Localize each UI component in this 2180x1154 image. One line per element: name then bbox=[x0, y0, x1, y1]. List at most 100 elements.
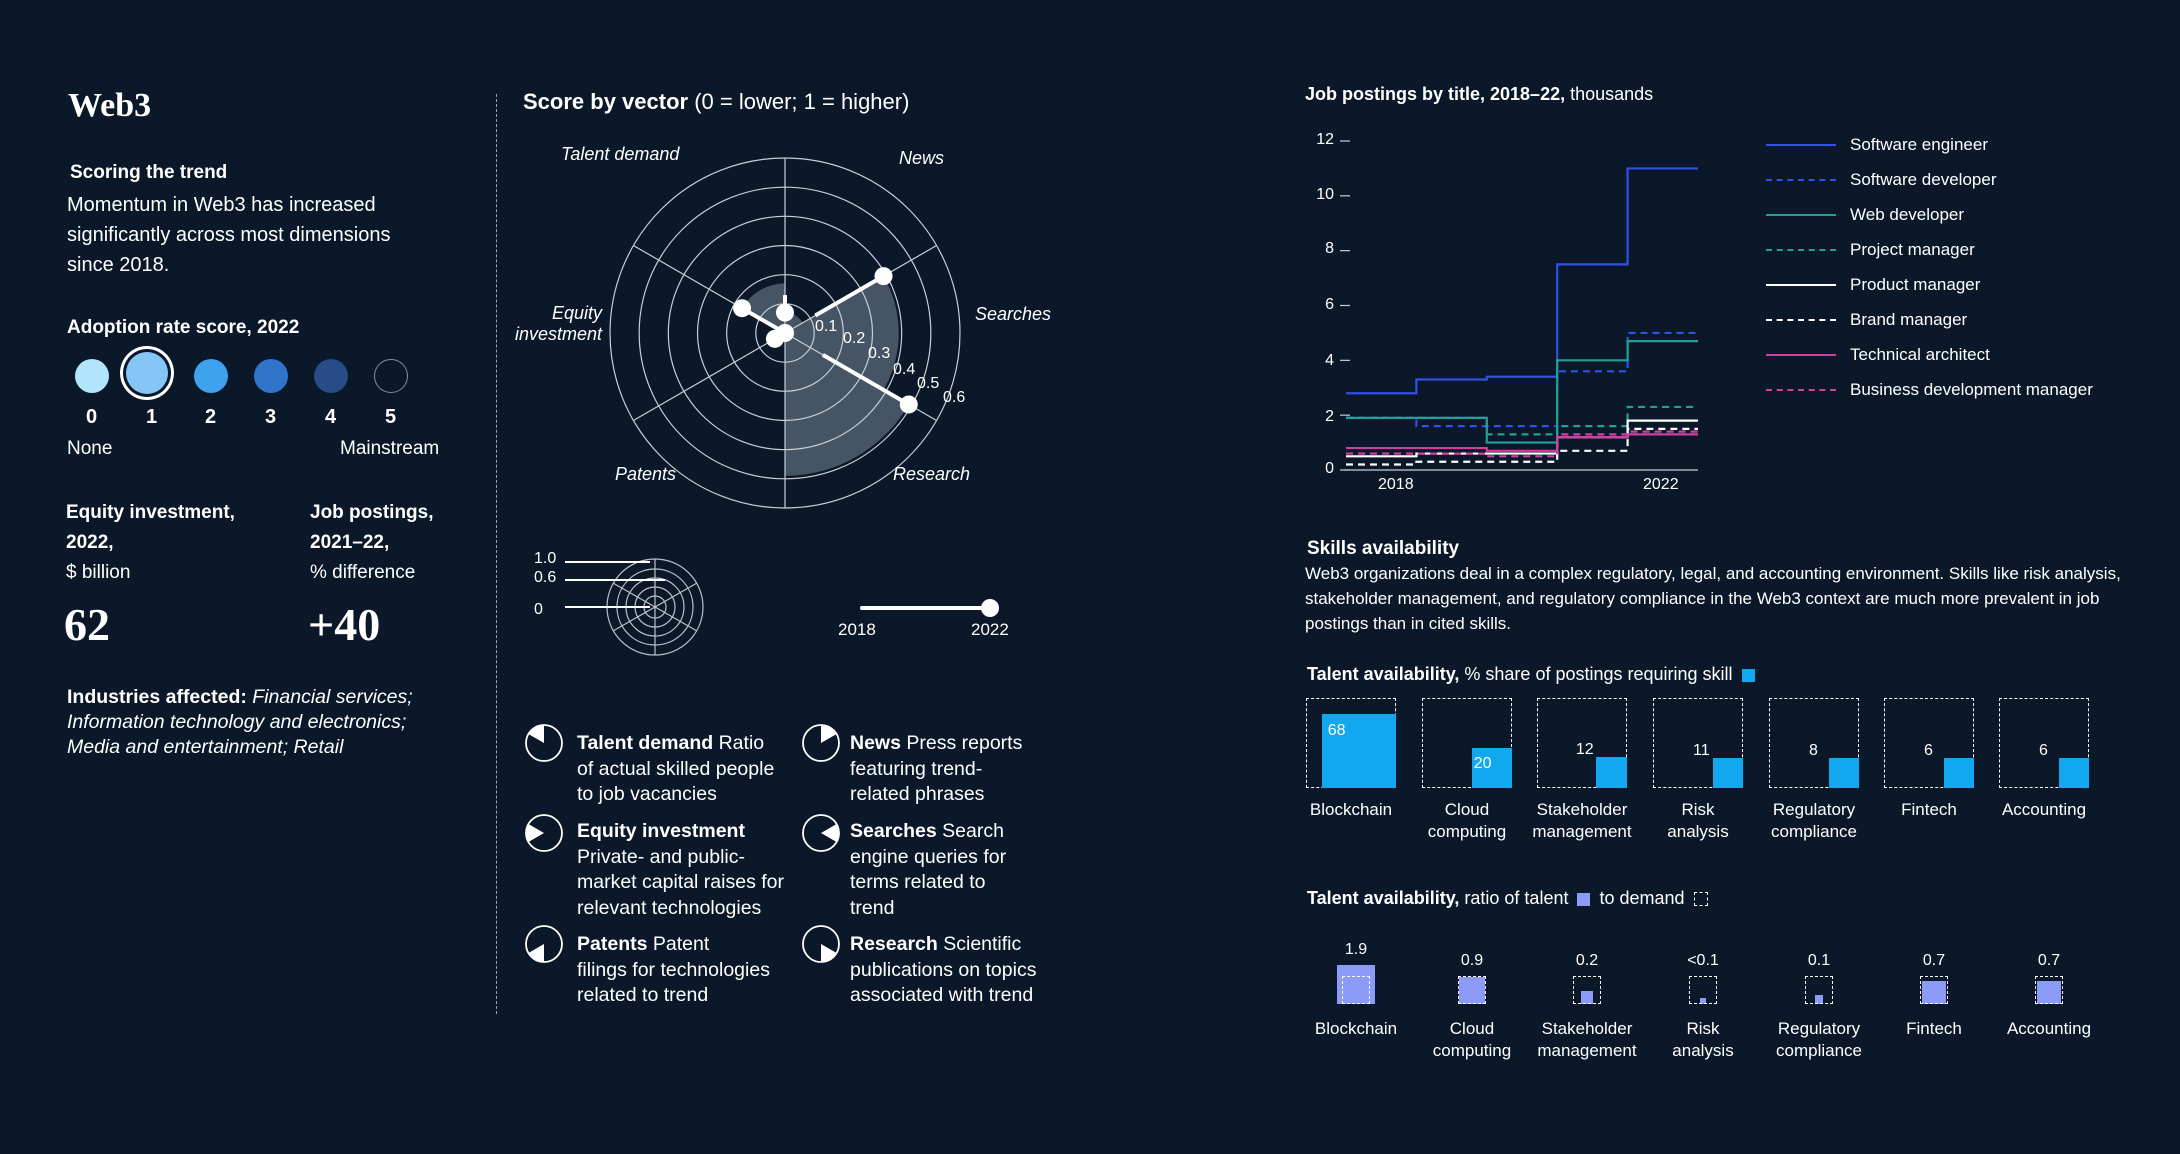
share-value-7: 6 bbox=[2039, 742, 2048, 759]
share-box-2 bbox=[1422, 698, 1512, 788]
legend-news-title: News bbox=[850, 732, 901, 754]
legend-patents-l3: related to trend bbox=[577, 984, 709, 1006]
axis-label-equity: Equity investment bbox=[500, 303, 602, 345]
legend-patents-l2: filings for technologies bbox=[577, 958, 770, 981]
share-chart-title: Talent availability, % share of postings… bbox=[1307, 662, 1755, 686]
ratio-demand-square-2 bbox=[1458, 976, 1486, 1004]
legend-news-l3: related phrases bbox=[850, 783, 985, 805]
legend-research-l1: Scientific bbox=[943, 933, 1022, 955]
legend-talent-demand-title: Talent demand bbox=[577, 732, 714, 754]
ratio-value-3: 0.2 bbox=[1575, 952, 1599, 969]
adoption-num-2: 2 bbox=[205, 406, 217, 428]
jobs-series-software-engineer bbox=[1346, 167, 1698, 395]
ratio-value-6: 0.7 bbox=[1922, 952, 1946, 969]
skills-heading: Skills availability bbox=[1307, 538, 1460, 559]
legend-research: Research Scientific publications on topi… bbox=[850, 932, 1036, 1009]
legend-research-title: Research bbox=[850, 933, 938, 955]
adoption-dot-5 bbox=[374, 359, 408, 393]
news-icon bbox=[802, 724, 840, 762]
axis-label-equity-1: Equity bbox=[551, 303, 602, 323]
radar-sector-equity-investment bbox=[742, 283, 785, 333]
y-tick-4: 4 bbox=[1325, 352, 1334, 369]
radar-title-rest: (0 = lower; 1 = higher) bbox=[694, 89, 910, 114]
adoption-num-1: 1 bbox=[146, 406, 158, 428]
radar-title-bold: Score by vector bbox=[523, 89, 689, 114]
share-legend-swatch bbox=[1741, 668, 1755, 682]
ratio-category-4: Risk analysis bbox=[1672, 1019, 1734, 1060]
equity-investment-icon bbox=[525, 814, 563, 852]
share-category-6: Fintech bbox=[1901, 800, 1957, 819]
radar-point-news bbox=[874, 267, 893, 286]
jobs-chart-title-rest: thousands bbox=[1570, 84, 1654, 104]
legend-talent-demand: Talent demand Ratio of actual skilled pe… bbox=[577, 731, 774, 808]
skills-text-1: Web3 organizations deal in a complex reg… bbox=[1305, 564, 2121, 583]
ring-label-0.4: 0.4 bbox=[893, 361, 916, 378]
ratio-value-2: 0.9 bbox=[1460, 952, 1484, 969]
talent-demand-icon bbox=[525, 724, 563, 762]
radar-trajectory-searches bbox=[821, 353, 910, 407]
legend-equity-title: Equity investment bbox=[577, 820, 745, 842]
ratio-category-6: Fintech bbox=[1906, 1019, 1962, 1038]
legend-research-l3: associated with trend bbox=[850, 984, 1034, 1006]
share-category-7: Accounting bbox=[2001, 800, 2087, 819]
ratio-talent-swatch bbox=[1577, 892, 1591, 906]
y-tick-0: 0 bbox=[1325, 460, 1334, 477]
share-value-1: 68 bbox=[1327, 721, 1346, 739]
legend-equity-l3: relevant technologies bbox=[577, 896, 762, 919]
ratio-talent-square-4 bbox=[1699, 997, 1707, 1004]
share-box-4 bbox=[1653, 698, 1743, 788]
radar-sector-news bbox=[785, 276, 899, 390]
ratio-value-5: 0.1 bbox=[1807, 952, 1831, 969]
industries-affected: Industries affected: Financial services;… bbox=[67, 685, 413, 760]
radar-chart bbox=[609, 157, 961, 509]
equity-unit: $ billion bbox=[66, 562, 131, 583]
legend-searches-l4: trend bbox=[850, 896, 895, 919]
searches-icon bbox=[802, 814, 840, 852]
legend-news-l1: Press reports bbox=[906, 732, 1023, 754]
share-bar-6 bbox=[1944, 758, 1974, 788]
ring-label-0.6: 0.6 bbox=[943, 389, 966, 406]
share-title-rest: % share of postings requiring skill bbox=[1464, 664, 1733, 684]
ratio-talent-square-6 bbox=[1922, 980, 1946, 1004]
ratio-category-3: Stakeholder management bbox=[1537, 1019, 1637, 1060]
adoption-num-3: 3 bbox=[265, 406, 277, 428]
legend-news-l2: featuring trend- bbox=[850, 757, 983, 780]
share-bar-3 bbox=[1595, 756, 1627, 788]
radar-point-patents bbox=[765, 329, 784, 348]
adoption-num-5: 5 bbox=[385, 406, 397, 428]
share-value-2: 20 bbox=[1473, 754, 1492, 772]
share-box-6 bbox=[1884, 698, 1974, 788]
patents-icon bbox=[525, 925, 563, 963]
adoption-num-4: 4 bbox=[325, 406, 337, 428]
y-tick-10: 10 bbox=[1316, 186, 1334, 203]
share-bar-7 bbox=[2059, 758, 2089, 788]
year-slider-track[interactable] bbox=[860, 606, 990, 610]
share-bar-1 bbox=[1321, 713, 1396, 788]
share-box-3 bbox=[1537, 698, 1627, 788]
share-bar-2 bbox=[1471, 747, 1512, 788]
adoption-heading: Adoption rate score, 2022 bbox=[67, 317, 300, 338]
ratio-demand-square-6 bbox=[1920, 976, 1948, 1004]
jobs-value: +40 bbox=[308, 599, 381, 650]
ratio-category-1: Blockchain bbox=[1314, 1019, 1398, 1038]
column-divider bbox=[496, 94, 497, 1014]
share-category-3: Stakeholder management bbox=[1532, 800, 1632, 841]
industries-text-2: Information technology and electronics; bbox=[67, 711, 407, 733]
ratio-demand-square-3 bbox=[1573, 976, 1601, 1004]
ratio-demand-square-4 bbox=[1689, 976, 1717, 1004]
radar-point-equity-investment bbox=[733, 299, 752, 318]
ratio-talent-square-5 bbox=[1814, 995, 1824, 1004]
y-tick-2: 2 bbox=[1325, 408, 1334, 425]
ring-label-0.3: 0.3 bbox=[868, 345, 891, 362]
x-label-2022: 2022 bbox=[1643, 476, 1679, 493]
year-slider-handle[interactable] bbox=[981, 599, 999, 617]
page-title: Web3 bbox=[68, 87, 152, 124]
adoption-dot-1-selected bbox=[126, 352, 168, 394]
jobs-label-1: Job postings, bbox=[310, 502, 434, 523]
radar-spoke-5 bbox=[633, 332, 786, 422]
key-label-1.0: 1.0 bbox=[534, 550, 557, 567]
legend-patents: Patents Patent filings for technologies … bbox=[577, 932, 770, 1009]
legend-searches-l2: engine queries for bbox=[850, 845, 1007, 868]
ratio-value-7: 0.7 bbox=[2037, 952, 2061, 969]
ratio-demand-square-7 bbox=[2035, 976, 2063, 1004]
